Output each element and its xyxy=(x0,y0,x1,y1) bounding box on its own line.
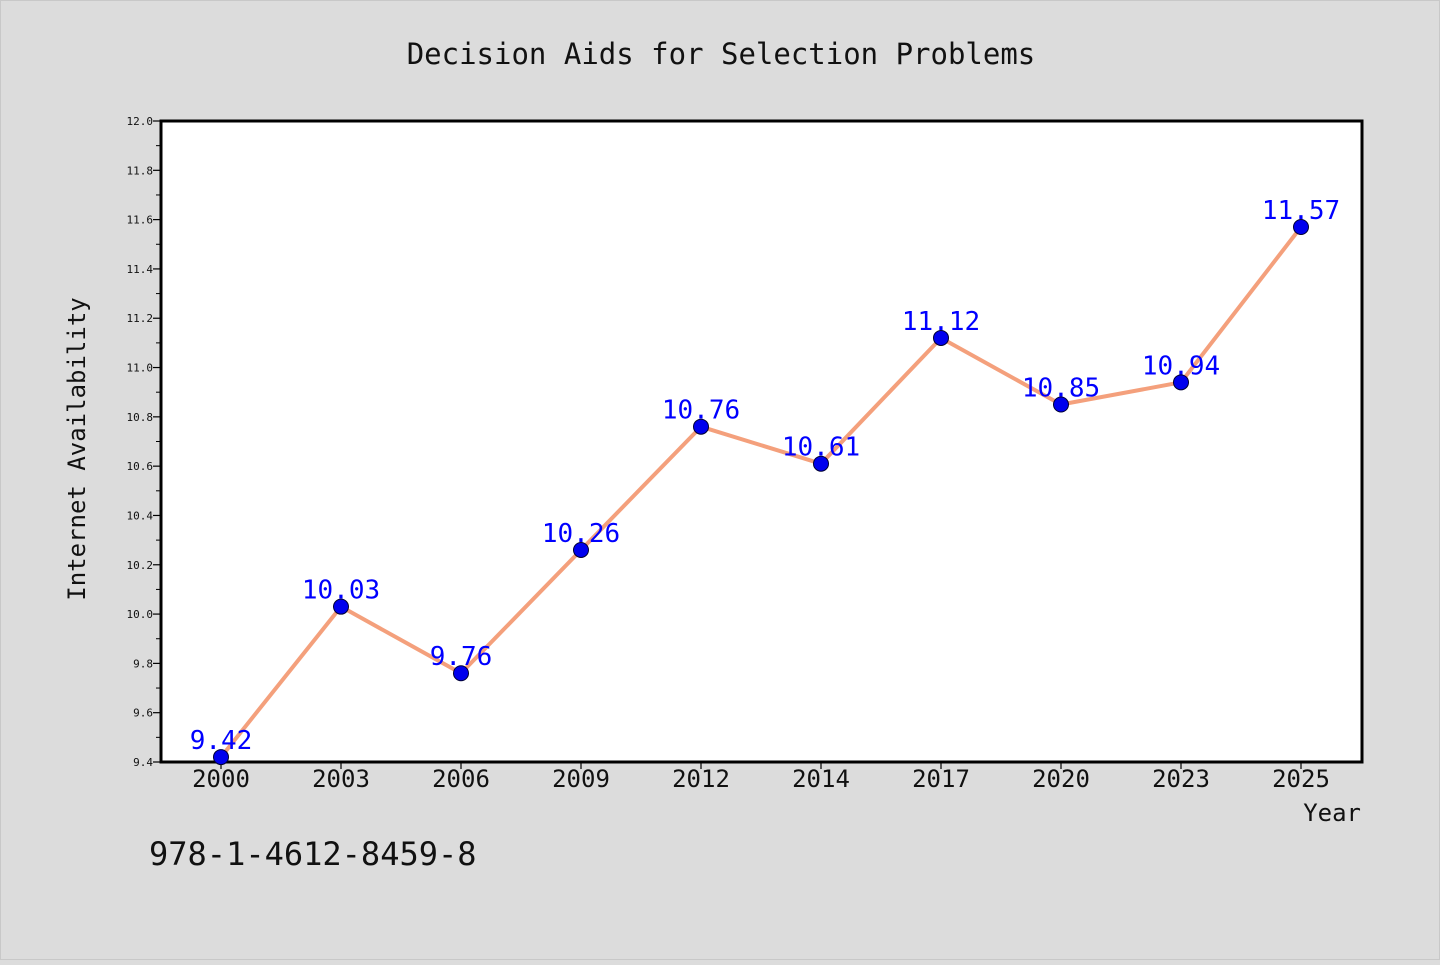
data-label: 11.57 xyxy=(1262,196,1340,226)
data-point xyxy=(693,418,709,435)
y-tick-label: 9.8 xyxy=(133,657,153,670)
y-tick-label: 9.4 xyxy=(133,756,153,769)
isbn-annotation: 978-1-4612-8459-8 xyxy=(149,835,477,873)
x-tick-label: 2020 xyxy=(1032,765,1090,793)
data-label: 10.94 xyxy=(1142,351,1220,381)
y-tick-label: 10.8 xyxy=(127,411,154,424)
y-tick-label: 11.2 xyxy=(127,312,154,325)
x-axis-label: Year xyxy=(1303,799,1361,827)
y-tick-label: 10.6 xyxy=(127,460,154,473)
x-tick-label: 2014 xyxy=(792,765,850,793)
x-axis: 2000 2003 2006 2009 2012 2014 2017 2020 2023 2025 xyxy=(192,762,1330,793)
chart-title: Decision Aids for Selection Problems xyxy=(407,37,1036,71)
data-point xyxy=(933,329,949,346)
y-tick-label: 11.6 xyxy=(127,214,154,227)
series-group: 9.42 10.03 9.76 10.26 10.76 10.61 11.12 10.85 10… xyxy=(190,196,1340,766)
data-label: 10.76 xyxy=(662,396,740,426)
data-label: 10.26 xyxy=(542,519,620,549)
data-label: 9.42 xyxy=(190,726,253,756)
y-tick-label: 11.8 xyxy=(127,164,154,177)
data-point xyxy=(573,541,589,558)
y-tick-label: 10.4 xyxy=(127,509,154,522)
x-tick-label: 2012 xyxy=(672,765,730,793)
y-axis: 9.4 9.6 9.8 10.0 10.2 10.4 10.6 10.8 11.0 11.2 11.… xyxy=(127,115,161,769)
data-label: 10.85 xyxy=(1022,374,1100,404)
y-axis-label: Internet Availability xyxy=(63,297,91,600)
y-tick-label: 10.0 xyxy=(127,608,154,621)
x-tick-label: 2009 xyxy=(552,765,610,793)
y-tick-label: 12.0 xyxy=(127,115,154,128)
data-label: 11.12 xyxy=(902,307,980,337)
x-tick-label: 2023 xyxy=(1152,765,1210,793)
data-point xyxy=(1293,219,1309,236)
data-point xyxy=(1173,374,1189,391)
y-tick-label: 11.4 xyxy=(127,263,154,276)
x-tick-label: 2017 xyxy=(912,765,970,793)
y-tick-label: 10.2 xyxy=(127,559,154,572)
data-point xyxy=(1053,396,1069,413)
data-point xyxy=(813,455,829,472)
y-tick-label: 11.0 xyxy=(127,362,154,375)
data-label: 10.03 xyxy=(302,576,380,606)
x-tick-label: 2025 xyxy=(1272,765,1330,793)
x-tick-label: 2000 xyxy=(192,765,250,793)
series-line xyxy=(219,225,1303,760)
x-tick-label: 2003 xyxy=(312,765,370,793)
data-label: 10.61 xyxy=(782,433,860,463)
y-tick-label: 9.6 xyxy=(133,707,153,720)
plot-area xyxy=(159,119,1364,764)
data-label: 9.76 xyxy=(430,642,493,672)
data-point xyxy=(333,598,349,615)
data-point xyxy=(213,749,229,766)
x-tick-label: 2006 xyxy=(432,765,490,793)
data-point xyxy=(453,665,469,682)
